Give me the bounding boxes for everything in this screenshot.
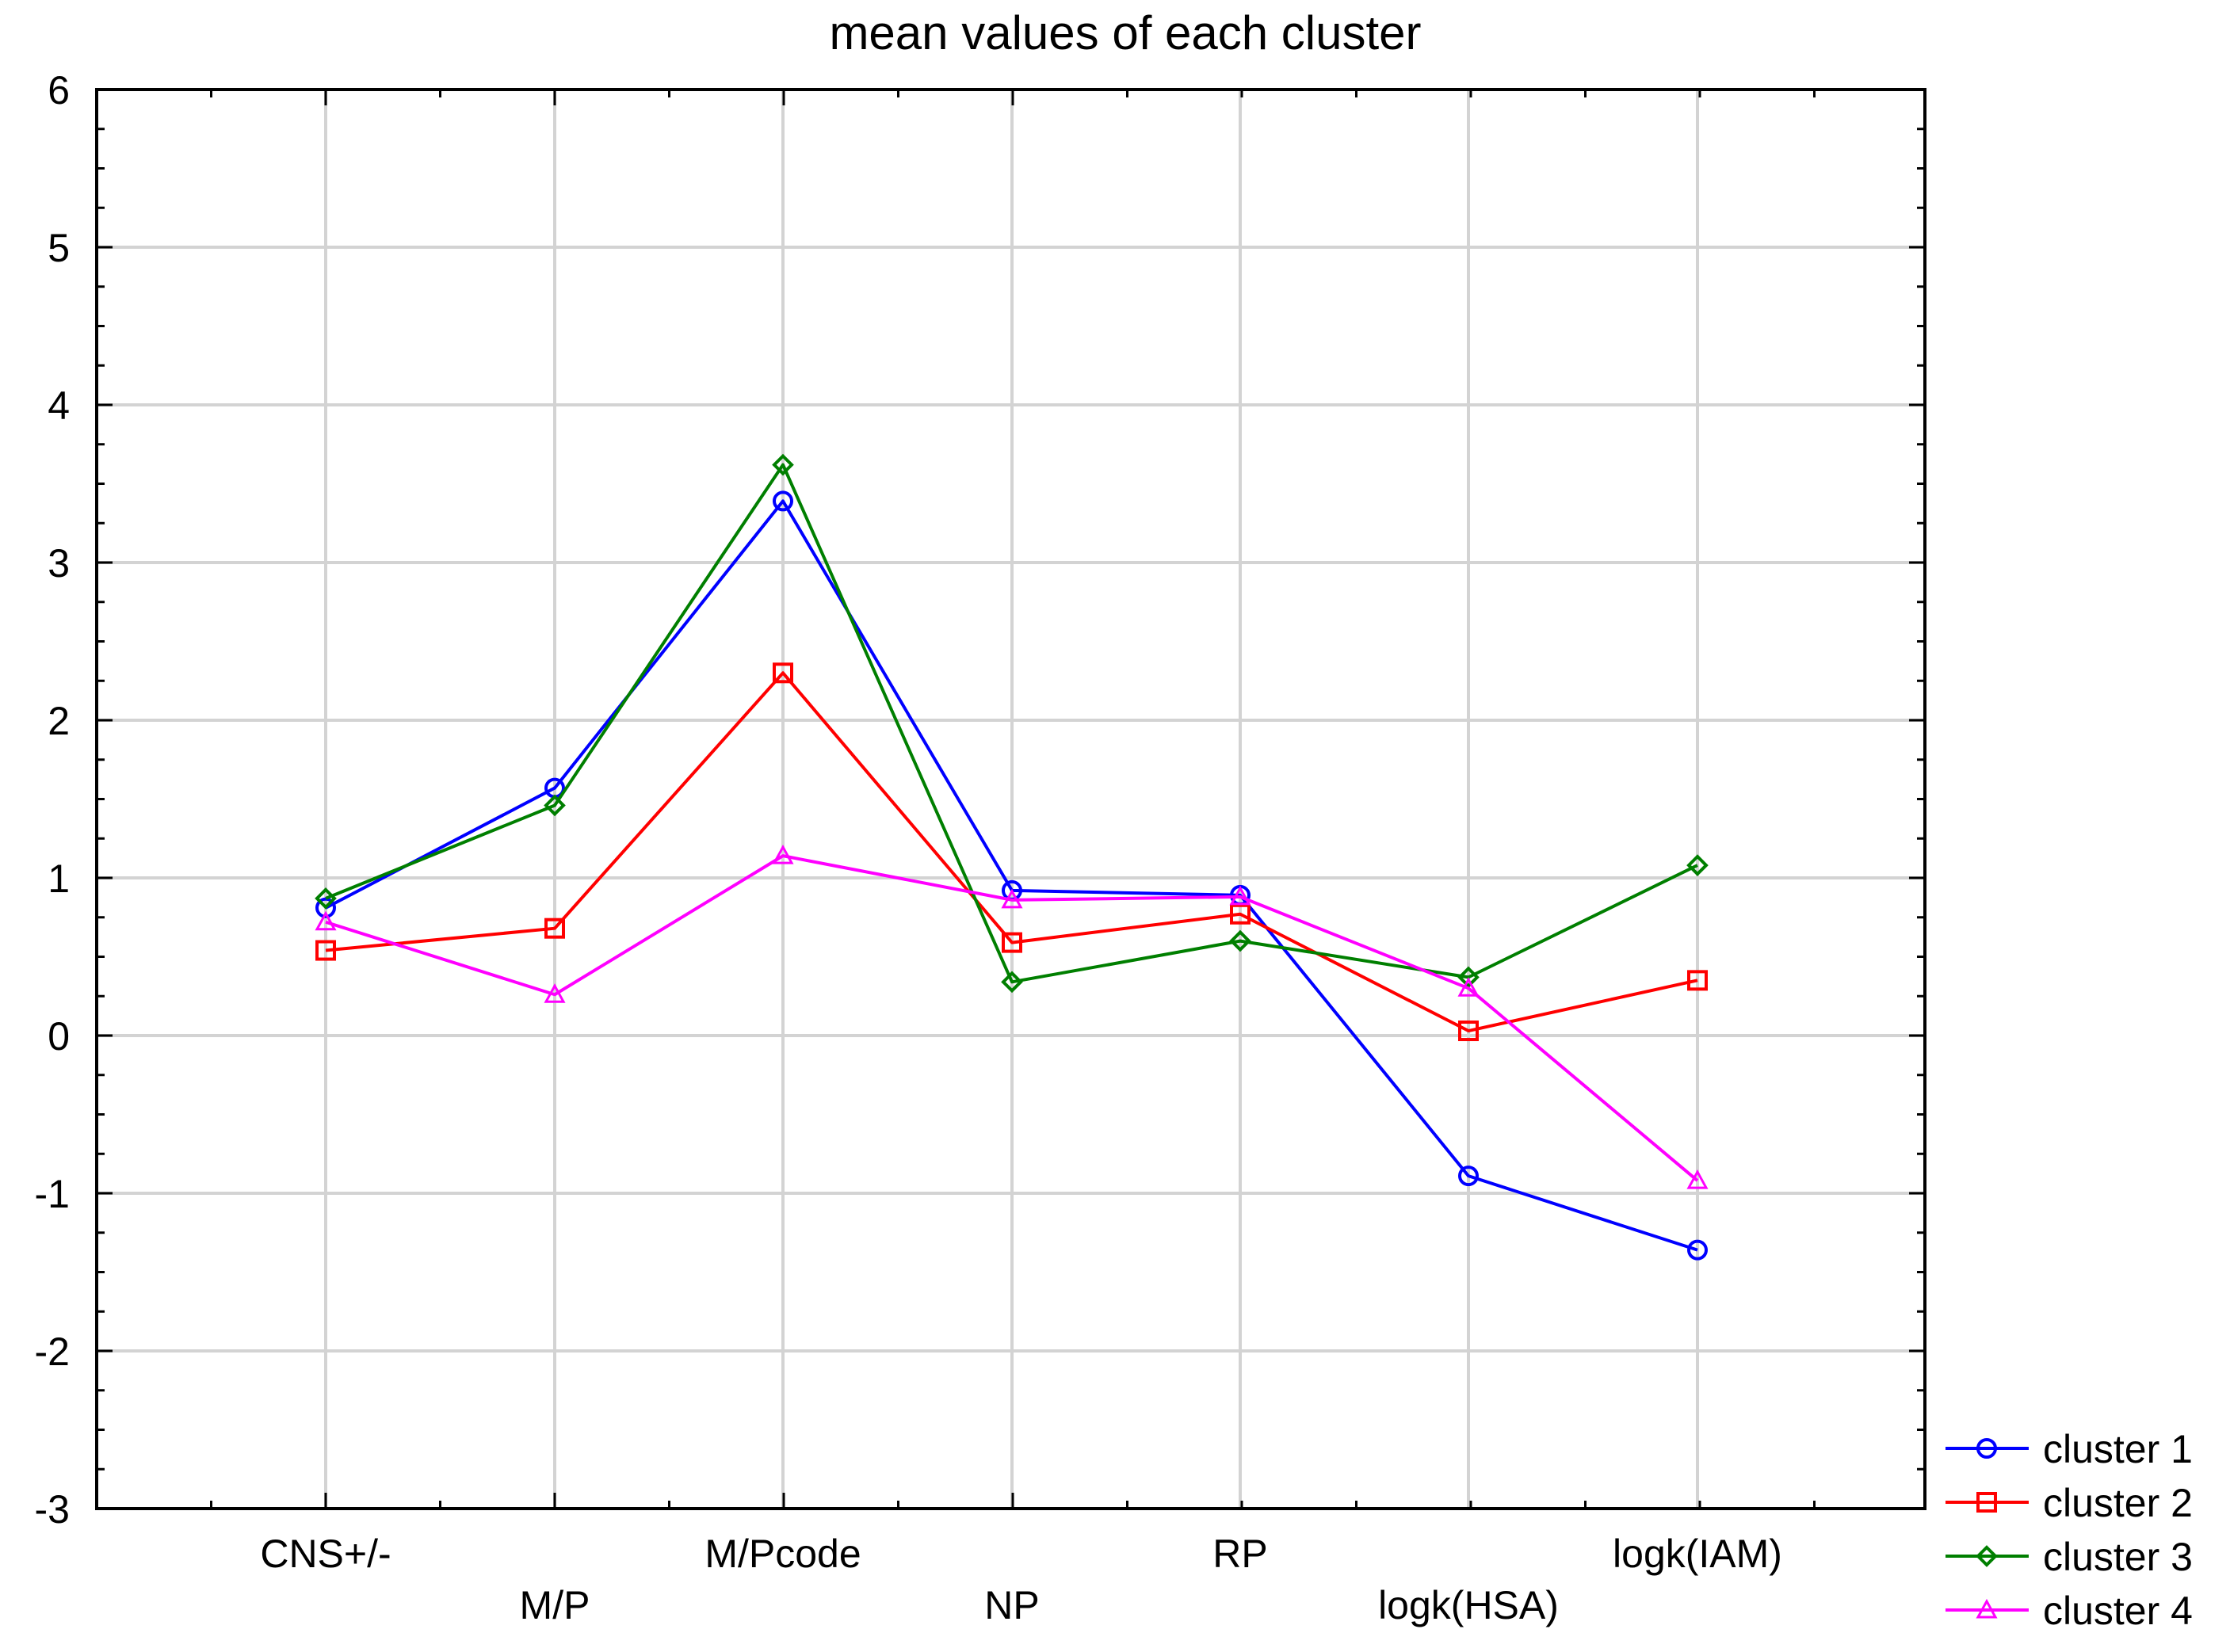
x-tick-label: logk(IAM) [1613,1532,1782,1576]
y-tick-label: 1 [48,857,70,901]
data-point [544,918,565,939]
y-tick-label: -2 [35,1330,70,1374]
data-point [544,794,566,817]
data-point [773,662,793,684]
data-point [1229,885,1251,906]
x-tick-label: logk(HSA) [1378,1583,1559,1627]
y-tick-label: 3 [48,541,70,586]
legend-label: cluster 4 [2043,1589,2193,1633]
data-point [1976,1598,1998,1619]
data-point [1001,888,1023,909]
data-point [315,897,336,918]
legend-label: cluster 2 [2043,1481,2193,1525]
y-tick-label: -3 [35,1487,70,1532]
data-point [315,910,337,931]
series-line [325,854,1699,1182]
legend-label: cluster 3 [2043,1535,2193,1579]
data-point [1001,971,1023,994]
data-point [772,845,794,864]
x-tick-label: M/Pcode [705,1532,861,1576]
data-point [1458,1021,1479,1042]
grid-lines [97,90,1925,1509]
y-tick-label: 5 [48,226,70,270]
x-tick-label: RP [1212,1532,1267,1576]
data-point [1002,932,1022,953]
data-point [1457,966,1480,989]
legend-item-1: cluster 1 [1946,1427,2193,1471]
data-point [544,983,566,1003]
y-tick-label: 4 [48,383,70,428]
legend-label: cluster 1 [2043,1427,2193,1471]
x-tick-label: NP [984,1583,1039,1627]
legend: cluster 1 cluster 2 cluster 3 cluster 4 [1946,1427,2193,1633]
y-tick-label: 6 [48,68,70,113]
legend-item-4: cluster 4 [1946,1589,2193,1633]
data-point [1457,977,1480,997]
data-point [1686,854,1709,876]
data-point [1976,1438,1997,1459]
data-point [1687,1239,1708,1261]
data-point [315,940,336,961]
data-point [1458,1166,1479,1187]
chart-title: mean values of each cluster [829,6,1421,59]
data-point [1976,1492,1997,1513]
data-point [315,887,337,910]
series-layer [315,453,1709,1261]
axes: -3 -2 -1 0 1 2 3 4 5 6 CNS+/- M/P M/Pcode NP RP logk(HS… [35,68,1926,1627]
y-tick-label: 2 [48,699,70,743]
series-line [325,671,1698,1033]
x-tick-label: CNS+/- [260,1532,391,1576]
data-point [1686,1169,1709,1189]
y-tick-label: -1 [35,1172,70,1216]
data-point [1230,903,1251,925]
x-tick-label: M/P [520,1583,590,1627]
legend-item-2: cluster 2 [1946,1481,2193,1525]
data-point [1976,1545,1998,1567]
data-point [1687,970,1708,991]
series-2 [315,662,1708,1042]
data-point [772,453,794,476]
data-point [773,490,793,512]
series-4 [315,845,1709,1189]
y-tick-label: 0 [48,1014,70,1059]
data-point [1229,929,1251,952]
legend-item-3: cluster 3 [1946,1535,2193,1579]
